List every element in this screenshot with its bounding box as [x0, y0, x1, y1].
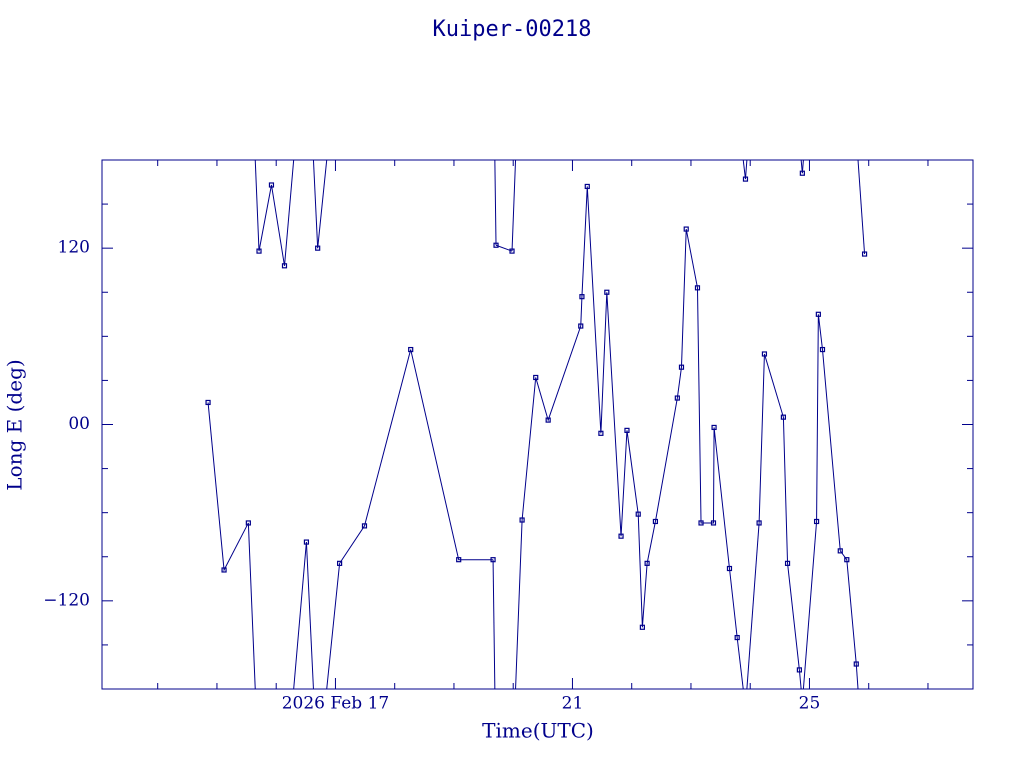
marker — [315, 245, 321, 251]
marker — [853, 661, 859, 667]
wrap-segment — [857, 160, 866, 255]
marker — [268, 182, 275, 188]
line — [208, 185, 865, 670]
marker — [652, 518, 659, 525]
marker — [624, 427, 630, 433]
marker — [761, 351, 768, 357]
marker — [545, 417, 551, 423]
y-tick-label: 00 — [68, 414, 90, 434]
wrap-segment — [312, 160, 319, 249]
marker — [635, 511, 641, 517]
marker — [674, 395, 680, 401]
marker — [598, 430, 604, 436]
wrap-segment — [802, 521, 818, 689]
wrap-segment — [283, 160, 295, 266]
wrap-segment — [515, 519, 523, 689]
marker — [780, 414, 786, 420]
marker — [578, 323, 584, 329]
marker — [815, 311, 821, 317]
marker — [618, 533, 624, 539]
y-tick-label: 120 — [58, 238, 90, 258]
marker — [734, 634, 740, 641]
marker — [604, 289, 610, 295]
wrap-segment — [492, 559, 496, 689]
marker — [408, 346, 414, 353]
marker — [533, 374, 539, 381]
wrap-segment — [736, 637, 744, 689]
marker — [726, 565, 733, 572]
wrap-segment — [317, 160, 328, 249]
marker — [519, 517, 525, 523]
marker — [844, 557, 850, 563]
wrap-segment — [800, 160, 803, 174]
marker — [742, 176, 749, 182]
wrap-segment — [293, 542, 307, 689]
marker — [644, 560, 650, 566]
wrap-segment — [798, 669, 802, 689]
series — [205, 160, 868, 689]
marker — [678, 364, 685, 370]
marker — [281, 263, 288, 269]
marker — [490, 557, 496, 563]
x-tick-label: 25 — [799, 694, 821, 714]
wrap-segment — [254, 160, 260, 252]
y-tick-label: −120 — [43, 590, 90, 610]
marker — [639, 624, 645, 630]
marker — [694, 285, 701, 291]
marker — [509, 248, 515, 254]
y-axis-label: Long E (deg) — [3, 359, 27, 490]
plot-frame — [101, 159, 974, 690]
wrap-segment — [744, 160, 748, 180]
marker — [245, 520, 251, 526]
marker — [711, 424, 717, 431]
wrap-segment — [326, 563, 341, 689]
marker — [813, 518, 820, 525]
marker — [799, 170, 805, 176]
marker — [710, 520, 717, 526]
x-axis-label: Time(UTC) — [482, 719, 594, 743]
marker — [336, 560, 343, 566]
marker — [784, 560, 791, 566]
marker — [861, 251, 868, 257]
chart-title: Kuiper-00218 — [433, 17, 592, 42]
wrap-segment — [742, 160, 746, 180]
marker — [683, 226, 689, 232]
marker — [796, 667, 802, 673]
x-tick-label: 2026 Feb 17 — [282, 694, 390, 714]
marker — [205, 399, 211, 406]
wrap-segment — [855, 663, 859, 689]
marker — [361, 523, 368, 529]
marker — [698, 520, 704, 526]
x-tick-label: 21 — [562, 694, 584, 714]
marker — [256, 248, 262, 254]
wrap-segment — [494, 160, 497, 246]
marker — [456, 557, 462, 563]
marker — [756, 520, 762, 526]
wrap-segment — [746, 522, 760, 689]
marker — [221, 567, 227, 573]
wrap-segment — [305, 542, 314, 689]
wrap-segment — [247, 522, 256, 689]
marker — [579, 294, 585, 300]
marker — [819, 346, 826, 353]
marker — [303, 539, 310, 545]
wrap-segment — [801, 160, 804, 174]
marker — [493, 242, 499, 248]
marker — [584, 183, 590, 190]
wrap-segment — [511, 160, 517, 252]
marker — [837, 548, 843, 554]
